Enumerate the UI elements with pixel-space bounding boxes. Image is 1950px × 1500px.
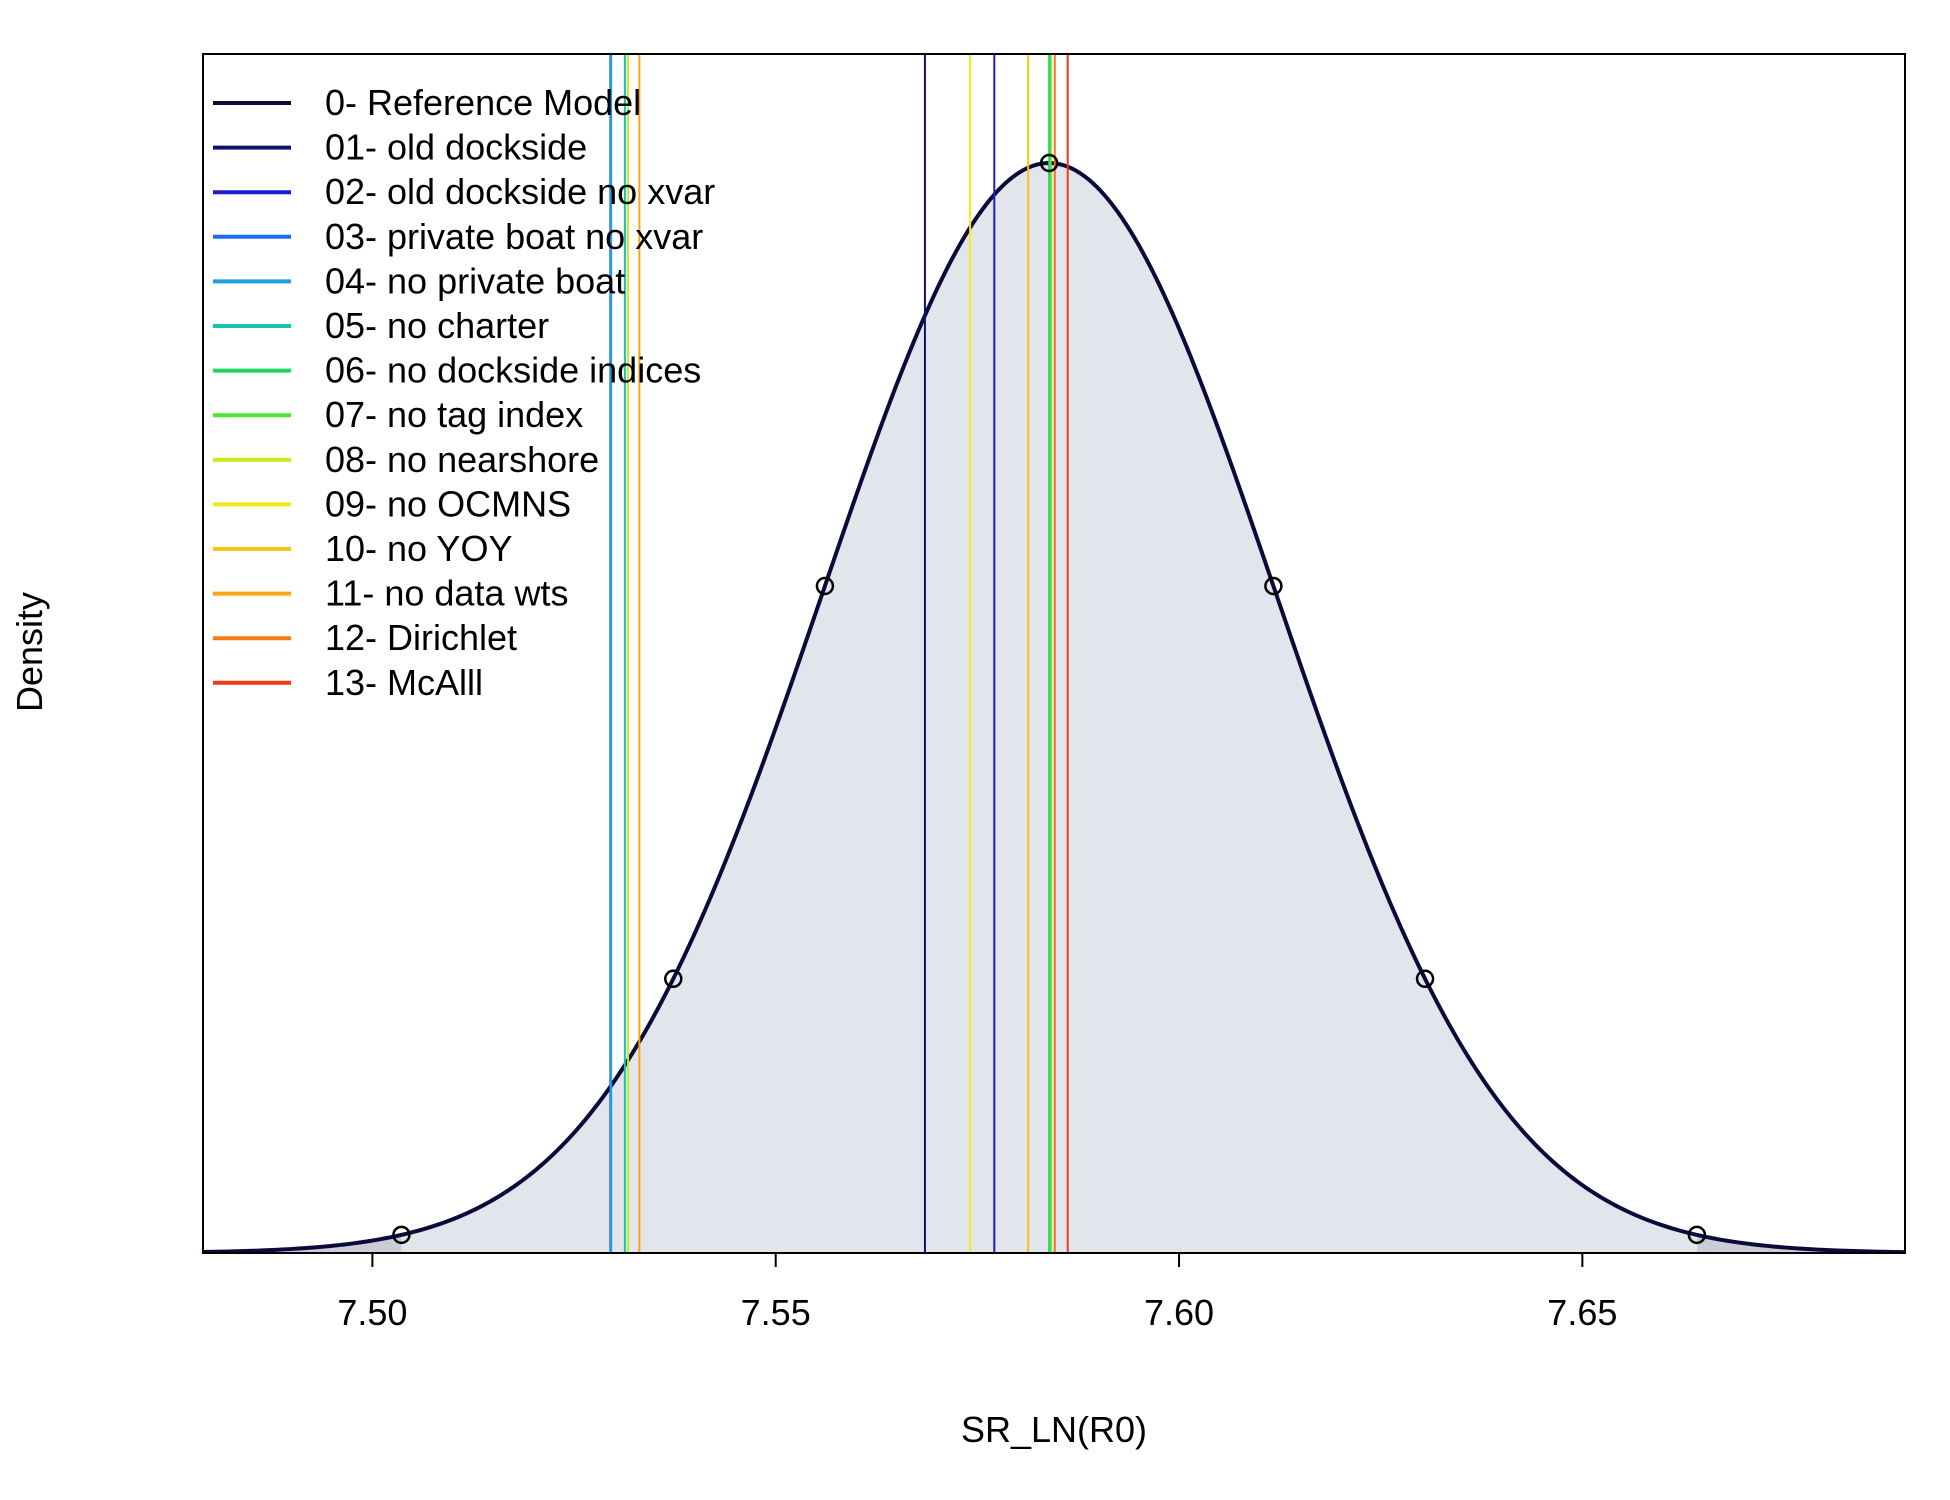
x-tick-label-1: 7.50	[337, 1292, 407, 1333]
model-reference-lines	[609, 54, 1069, 1253]
marker-point-2	[664, 969, 683, 989]
legend-label-0: 0- Reference Model	[325, 82, 641, 123]
marker-point-5	[1264, 576, 1283, 596]
marker-point-6	[1415, 969, 1435, 989]
marker-point-7	[1687, 1225, 1707, 1245]
legend-label-9: 09- no OCMNS	[325, 483, 571, 524]
left-tail-area	[203, 1234, 402, 1253]
legend-label-8: 08- no nearshore	[325, 439, 599, 480]
legend-label-6: 06- no dockside indices	[325, 350, 701, 391]
right-tail-area	[1696, 1234, 1905, 1253]
legend-label-11: 11- no data wts	[325, 573, 568, 614]
legend-label-4: 04- no private boat	[325, 260, 625, 301]
legend-label-7: 07- no tag index	[325, 394, 583, 435]
y-axis-title: Density	[9, 592, 50, 712]
legend-label-1: 01- old dockside	[325, 127, 587, 168]
x-tick-label-4: 7.65	[1547, 1292, 1617, 1333]
marker-point-3	[815, 576, 835, 596]
legend-label-3: 03- private boat no xvar	[325, 216, 703, 257]
x-axis: 7.50 7.55 7.60 7.65	[202, 53, 1906, 1333]
marker-point-4	[1039, 153, 1059, 173]
plot-frame	[202, 53, 1906, 1254]
marker-point-1	[392, 1225, 411, 1245]
legend-label-2: 02- old dockside no xvar	[325, 171, 715, 212]
x-axis-title: SR_LN(R0)	[961, 1409, 1147, 1450]
x-tick-label-2: 7.55	[741, 1292, 811, 1333]
legend-label-12: 12- Dirichlet	[325, 617, 517, 658]
legend-label-5: 05- no charter	[325, 305, 549, 346]
legend-label-10: 10- no YOY	[325, 528, 512, 569]
density-markers	[392, 153, 1707, 1245]
x-tick-label-3: 7.60	[1144, 1292, 1214, 1333]
legend-label-13: 13- McAlll	[325, 662, 483, 703]
